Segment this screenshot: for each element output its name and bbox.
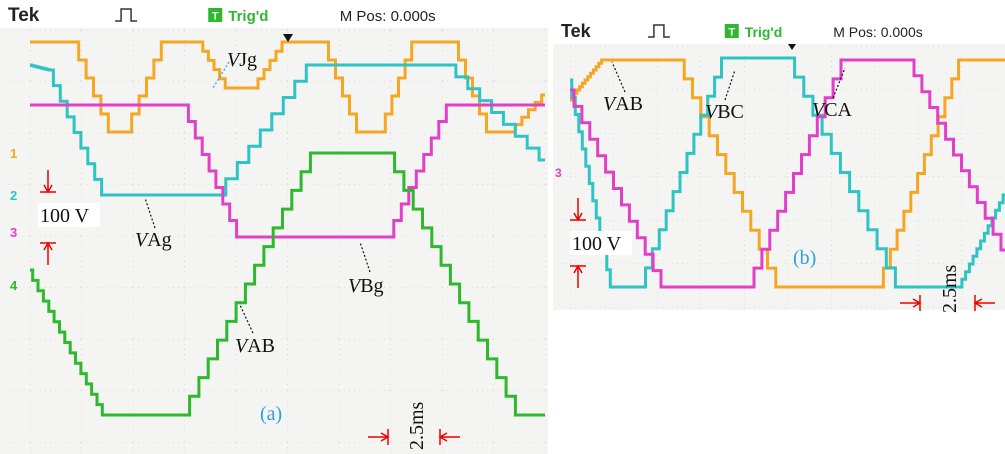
- pulse-icon: [648, 25, 670, 37]
- waveform-label: VCA: [812, 99, 853, 121]
- figure: Tek T Trig'd M Pos: 0.000s Tek T Trig'd M Pos: …: [0, 0, 1005, 454]
- label-name: CA: [824, 99, 852, 121]
- label-name: AB: [615, 93, 643, 115]
- time-label: 2.5ms: [406, 401, 428, 450]
- caption: (a): [260, 403, 282, 425]
- trigger-icon: T: [728, 27, 735, 39]
- grid: [553, 44, 1005, 310]
- brand: Tek: [8, 5, 40, 26]
- label-name: BC: [717, 101, 744, 123]
- channel-marker: 1: [10, 146, 17, 161]
- trigger-status: Trig'd: [228, 8, 268, 25]
- label-name: AB: [247, 335, 275, 357]
- waveform-label: VAB: [235, 335, 275, 357]
- waveform-label: VJg: [227, 49, 257, 71]
- scale-label: 100 V: [572, 233, 622, 255]
- position: M Pos: 0.000s: [833, 24, 923, 40]
- brand: Tek: [561, 21, 592, 41]
- time-label: 2.5ms: [939, 264, 961, 313]
- channel-marker: 3: [555, 166, 562, 180]
- trigger-icon: T: [212, 11, 219, 23]
- channel-marker: 4: [10, 278, 18, 293]
- label-name: Jg: [239, 49, 257, 71]
- pulse-icon: [115, 9, 137, 21]
- waveform-label: VBg: [348, 275, 384, 297]
- channel-marker: 3: [10, 225, 17, 240]
- channel-marker: 2: [10, 188, 17, 203]
- waveform-label: VBC: [705, 101, 744, 123]
- waveform-label: VAg: [135, 229, 172, 251]
- scale-label: 100 V: [40, 205, 90, 227]
- label-name: Bg: [360, 275, 383, 297]
- label-name: Ag: [147, 229, 171, 251]
- caption: (b): [793, 247, 816, 269]
- trigger-status: Trig'd: [745, 24, 783, 40]
- waveform-label: VAB: [603, 93, 643, 115]
- position: M Pos: 0.000s: [340, 8, 436, 25]
